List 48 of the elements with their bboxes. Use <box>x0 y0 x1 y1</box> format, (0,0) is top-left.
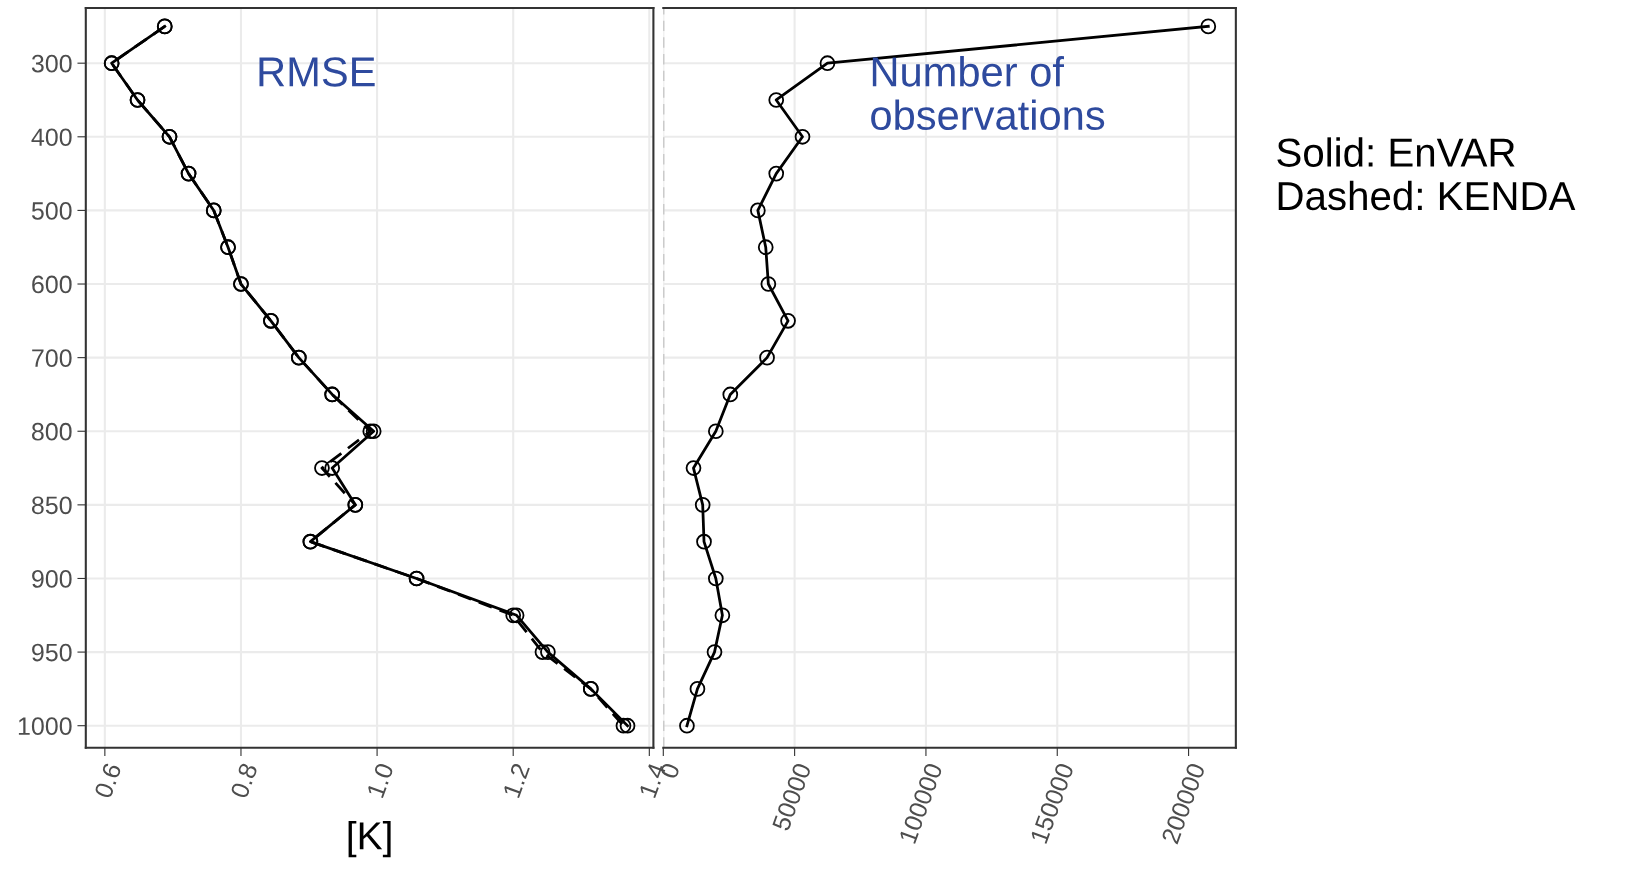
x-tick-label: 50000 <box>771 762 812 832</box>
y-tick-label: 300 <box>31 54 72 73</box>
point <box>615 717 632 734</box>
y-tick-label: 700 <box>32 349 72 367</box>
x-tick-label: 100000 <box>898 762 943 844</box>
text: Solid: EnVAR Dashed: KENDA <box>1277 137 1576 211</box>
y-tick-label: 1000 <box>18 717 72 735</box>
point <box>707 570 724 587</box>
x-axis-title: [K] <box>348 821 391 858</box>
point <box>707 423 724 440</box>
point <box>768 92 785 108</box>
y-tick-label: 850 <box>31 496 72 515</box>
annotation: RMSE <box>259 57 375 87</box>
point <box>689 681 706 697</box>
y-tick-label: 600 <box>32 275 72 294</box>
x-tick-label: 200000 <box>1161 762 1206 845</box>
y-tick-label: 950 <box>32 643 72 662</box>
x-tick-label: 0.8 <box>230 762 258 799</box>
point <box>696 533 712 550</box>
x-tick-label: 1.2 <box>502 762 530 799</box>
point <box>714 607 731 624</box>
point <box>780 312 796 329</box>
point <box>694 497 711 513</box>
point <box>706 644 723 660</box>
point <box>679 717 695 734</box>
y-tick-label: 900 <box>32 570 72 588</box>
point <box>794 128 811 145</box>
point <box>534 644 551 660</box>
point <box>819 55 836 72</box>
point <box>314 460 330 476</box>
y-tick-label: 400 <box>31 128 72 147</box>
y-tick-label: 800 <box>31 422 72 441</box>
point <box>324 460 341 476</box>
y-tick-label: 500 <box>31 202 72 220</box>
point <box>760 276 777 292</box>
x-tick-label: 1.0 <box>366 762 395 799</box>
point <box>768 165 785 182</box>
point <box>750 202 766 219</box>
point <box>757 239 774 256</box>
x-tick-label: 0.6 <box>93 762 122 799</box>
x-tick-label: 150000 <box>1030 762 1075 844</box>
point <box>1200 18 1217 35</box>
point <box>685 460 702 476</box>
point <box>759 349 775 366</box>
point <box>722 386 739 403</box>
annotation: Number of observations <box>871 56 1105 131</box>
point <box>540 644 556 660</box>
point <box>619 717 636 734</box>
